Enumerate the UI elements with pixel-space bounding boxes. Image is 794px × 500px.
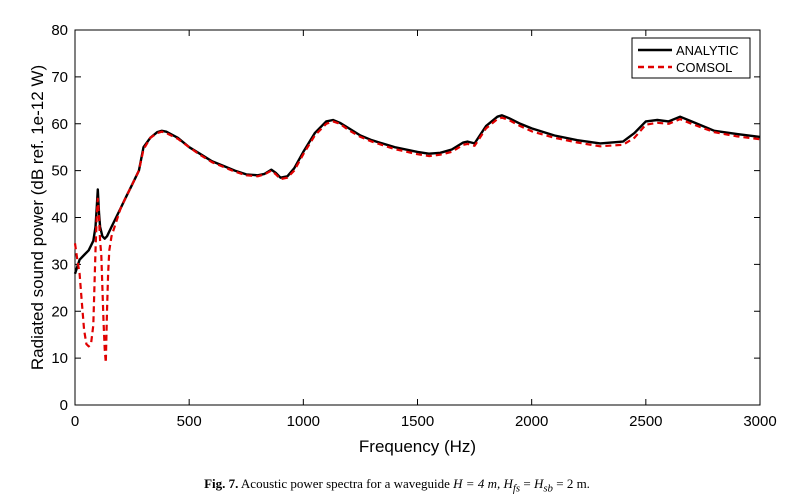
y-tick-label: 50 [51,163,68,180]
x-tick-label: 1000 [287,413,320,430]
caption-hsb: H [533,476,544,491]
legend-label-analytic: ANALYTIC [676,43,739,58]
x-tick-label: 500 [177,413,202,430]
axes-box [74,29,761,406]
caption-tail: = 2 m. [552,476,590,491]
x-tick-label: 0 [71,413,79,430]
caption-hsb-sub: sb [543,482,553,495]
x-tick-label: 3000 [743,413,776,430]
caption-text: Acoustic power spectra for a waveguide [240,476,450,491]
caption-label: Fig. 7. [204,476,239,491]
series-line-analytic [73,114,761,275]
y-tick-label: 70 [51,69,68,86]
caption-eq: = [520,476,534,491]
y-tick-label: 0 [60,397,68,414]
y-tick-label: 40 [51,210,68,227]
chart: 0 500 1000 1500 2000 2500 3000 0 10 20 30 40 50 60 70 8… [28,22,777,456]
x-axis-title: Frequency (Hz) [359,437,476,456]
caption-hfs-sub: fs [512,482,521,495]
figure-caption: Fig. 7. Acoustic power spectra for a wav… [0,476,794,495]
legend-box [631,37,751,79]
y-tick-label: 10 [51,350,68,367]
caption-h: H = 4 m, [453,476,501,491]
plot-area: 0 500 1000 1500 2000 2500 3000 0 10 20 30 40 50 60 70 8… [28,22,777,456]
y-tick-label: 30 [51,256,68,273]
caption-hfs: H [503,476,513,491]
y-tick-label: 80 [51,22,68,39]
legend-label-comsol: COMSOL [676,60,732,75]
y-tick-label: 20 [51,303,68,320]
x-tick-label: 1500 [401,413,434,430]
y-axis-title: Radiated sound power (dB ref. 1e-12 W) [28,65,47,370]
x-tick-label: 2500 [629,413,662,430]
x-tick-label: 2000 [515,413,548,430]
y-tick-label: 60 [51,116,68,133]
series-line-comsol [73,116,761,364]
